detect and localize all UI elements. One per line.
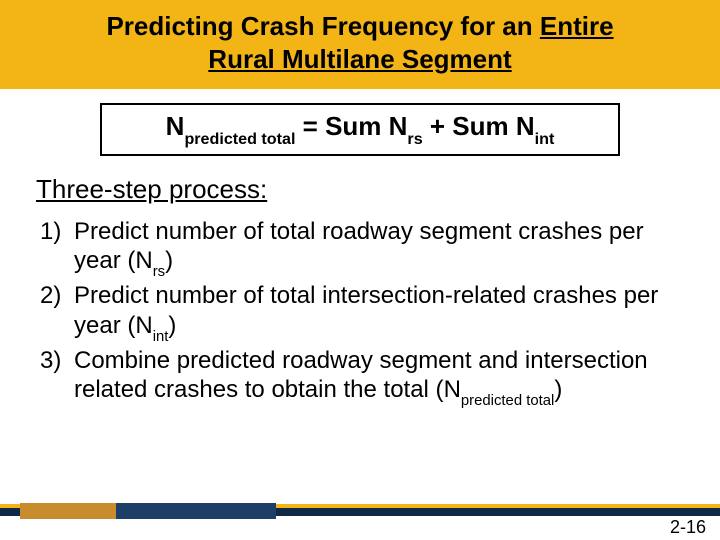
- list-item: Predict number of total roadway segment …: [40, 217, 692, 279]
- section-heading: Three-step process:: [36, 174, 720, 205]
- title-line1-underlined: Entire: [540, 11, 614, 41]
- title-line1-pre: Predicting Crash Frequency for an: [106, 11, 539, 41]
- list-item: Predict number of total intersection-rel…: [40, 281, 692, 343]
- formula-equation: Npredicted total = Sum Nrs + Sum Nint: [166, 111, 555, 141]
- step-text-post: ): [165, 247, 173, 274]
- slide-title: Predicting Crash Frequency for an Entire…: [20, 10, 700, 75]
- step-nsub: predicted total: [461, 393, 554, 409]
- footer-bar: [0, 504, 720, 518]
- steps-list: Predict number of total roadway segment …: [40, 217, 692, 408]
- formula-t2-sub: int: [535, 130, 555, 148]
- step-nbase: N: [444, 376, 461, 403]
- formula-lhs-sub: predicted total: [184, 130, 295, 148]
- formula-t1-sub: rs: [407, 130, 422, 148]
- step-nbase: N: [135, 312, 152, 339]
- step-nsub: rs: [153, 264, 165, 280]
- footer-swatch-gold: [20, 503, 116, 519]
- title-line2-underlined: Rural Multilane Segment: [208, 44, 511, 74]
- formula-lhs-base: N: [166, 111, 185, 141]
- formula-t2-base: N: [516, 111, 535, 141]
- list-item: Combine predicted roadway segment and in…: [40, 346, 692, 408]
- page-number: 2-16: [670, 517, 706, 538]
- formula-t1-base: N: [389, 111, 408, 141]
- formula-eq: = Sum: [295, 111, 388, 141]
- footer-swatch-blue: [116, 503, 276, 519]
- formula-box: Npredicted total = Sum Nrs + Sum Nint: [100, 103, 620, 156]
- formula-plus: + Sum: [423, 111, 516, 141]
- step-nsub: int: [153, 329, 169, 345]
- step-nbase: N: [135, 247, 152, 274]
- title-band: Predicting Crash Frequency for an Entire…: [0, 0, 720, 89]
- step-text-post: ): [554, 376, 562, 403]
- step-text-post: ): [168, 312, 176, 339]
